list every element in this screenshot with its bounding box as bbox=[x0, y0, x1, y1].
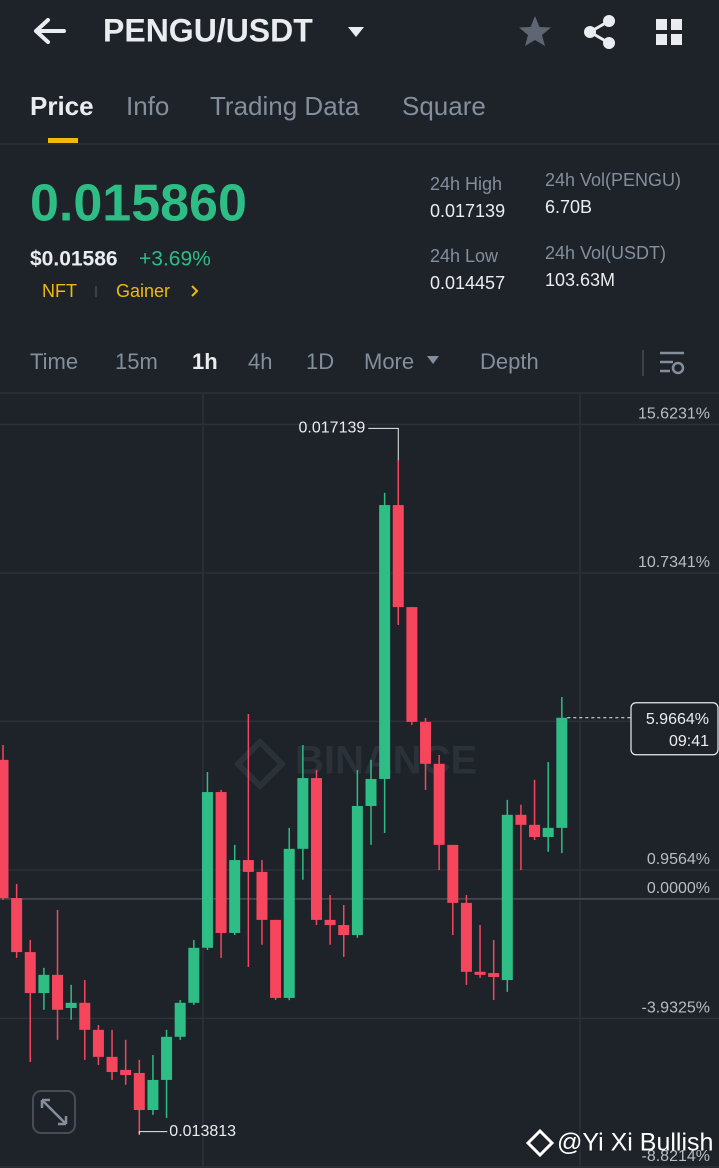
interval-tab[interactable]: Time bbox=[30, 349, 78, 374]
expand-icon bbox=[40, 1098, 68, 1126]
last-price: 0.015860 bbox=[30, 175, 247, 233]
candle-body bbox=[106, 1056, 118, 1073]
candle-body bbox=[229, 860, 241, 933]
grid-menu-icon[interactable] bbox=[656, 19, 682, 45]
candle-body bbox=[65, 1002, 77, 1008]
candle-body bbox=[406, 607, 418, 722]
y-tick-label: -8.8214% bbox=[642, 1148, 711, 1165]
y-tick-label: -3.9325% bbox=[642, 1000, 711, 1017]
candle-body bbox=[433, 763, 445, 845]
stat-value: 0.014457 bbox=[430, 273, 505, 293]
candle-body bbox=[161, 1036, 173, 1080]
candle-body bbox=[92, 1029, 104, 1057]
interval-tab[interactable]: More bbox=[364, 349, 414, 374]
candle-body bbox=[133, 1072, 145, 1110]
candle-body bbox=[501, 814, 513, 981]
stat-label: 24h Low bbox=[430, 246, 499, 266]
candle-body bbox=[215, 792, 227, 933]
tab[interactable]: Square bbox=[402, 91, 486, 121]
tag[interactable]: Gainer bbox=[116, 281, 170, 301]
stat-value: 6.70B bbox=[545, 197, 592, 217]
tab[interactable]: Trading Data bbox=[210, 91, 360, 121]
favorite-icon[interactable] bbox=[519, 16, 551, 46]
stat-label: 24h Vol(USDT) bbox=[545, 243, 666, 263]
candle-body bbox=[351, 806, 363, 936]
candle-body bbox=[270, 919, 282, 998]
candle-body bbox=[529, 824, 541, 837]
candle-body bbox=[474, 971, 486, 975]
stat-value: 0.017139 bbox=[430, 201, 505, 221]
interval-tab[interactable]: Depth bbox=[480, 349, 539, 374]
candle-body bbox=[460, 902, 472, 972]
interval-tab[interactable]: 1h bbox=[192, 349, 218, 374]
interval-tab[interactable]: 4h bbox=[248, 349, 272, 374]
watermark-logo bbox=[233, 737, 287, 791]
more-dropdown[interactable] bbox=[427, 356, 439, 364]
high-label: 0.017139 bbox=[299, 420, 366, 437]
interval-tab[interactable]: 1D bbox=[306, 349, 334, 374]
tag[interactable]: NFT bbox=[42, 281, 77, 301]
candle-body bbox=[11, 898, 23, 953]
low-leader bbox=[138, 1131, 168, 1135]
candle-body bbox=[52, 974, 64, 1010]
candle-body bbox=[24, 952, 36, 994]
stat-label: 24h Vol(PENGU) bbox=[545, 170, 681, 190]
candle-body bbox=[392, 505, 404, 608]
candle-body bbox=[542, 827, 554, 837]
candle-body bbox=[515, 814, 527, 825]
y-tick-label: 10.7341% bbox=[638, 554, 710, 571]
tag-chevron bbox=[191, 285, 199, 297]
candle-body bbox=[79, 1002, 91, 1030]
candle-body bbox=[242, 860, 254, 872]
candle-body bbox=[324, 919, 336, 926]
y-tick-label: 0.9564% bbox=[647, 851, 710, 868]
candle-body bbox=[38, 974, 50, 994]
candle-body bbox=[174, 1002, 186, 1037]
candle-body bbox=[297, 778, 309, 849]
expand-button[interactable] bbox=[32, 1090, 76, 1134]
tab[interactable]: Info bbox=[126, 91, 169, 121]
candle-body bbox=[556, 717, 568, 828]
tab[interactable]: Price bbox=[30, 91, 94, 121]
candle-body bbox=[120, 1069, 132, 1076]
stat-value: 103.63M bbox=[545, 270, 615, 290]
high-leader bbox=[368, 427, 399, 461]
candle-body bbox=[147, 1079, 159, 1110]
candle-body bbox=[379, 505, 391, 779]
candle-body bbox=[201, 792, 213, 948]
candlestick-chart: BINANCE15.6231%10.7341%5.8453%0.9564%0.0… bbox=[0, 393, 719, 1168]
low-label: 0.013813 bbox=[169, 1123, 236, 1140]
candle-body bbox=[256, 871, 268, 920]
current-price-box bbox=[630, 702, 719, 756]
watermark-logo bbox=[525, 1128, 555, 1158]
candle-body bbox=[310, 778, 322, 920]
back-button[interactable] bbox=[34, 18, 66, 44]
y-tick-label: 15.6231% bbox=[638, 406, 710, 423]
candle-body bbox=[338, 925, 350, 936]
candle-body bbox=[365, 778, 377, 807]
candle-body bbox=[420, 721, 432, 764]
pair-title[interactable]: PENGU/USDT bbox=[103, 12, 313, 48]
y-tick-label: 0.0000% bbox=[647, 880, 710, 897]
candle-body bbox=[0, 759, 9, 899]
stat-label: 24h High bbox=[430, 174, 502, 194]
current-price-label: 5.9664% bbox=[646, 711, 709, 728]
usd-price: $0.01586 bbox=[30, 248, 118, 271]
chart-settings-icon[interactable] bbox=[660, 351, 685, 375]
share-icon[interactable] bbox=[584, 15, 615, 49]
candle-body bbox=[188, 947, 200, 1003]
candle-body bbox=[488, 973, 500, 977]
active-tab-indicator bbox=[48, 138, 78, 143]
countdown: 09:41 bbox=[669, 733, 709, 750]
interval-tab[interactable]: 15m bbox=[115, 349, 158, 374]
pair-dropdown[interactable] bbox=[348, 27, 364, 37]
price-change: +3.69% bbox=[139, 248, 211, 271]
candle-body bbox=[447, 844, 459, 903]
candle-body bbox=[283, 848, 295, 998]
footer-watermark: @Yi Xi Bullish bbox=[557, 1129, 713, 1157]
